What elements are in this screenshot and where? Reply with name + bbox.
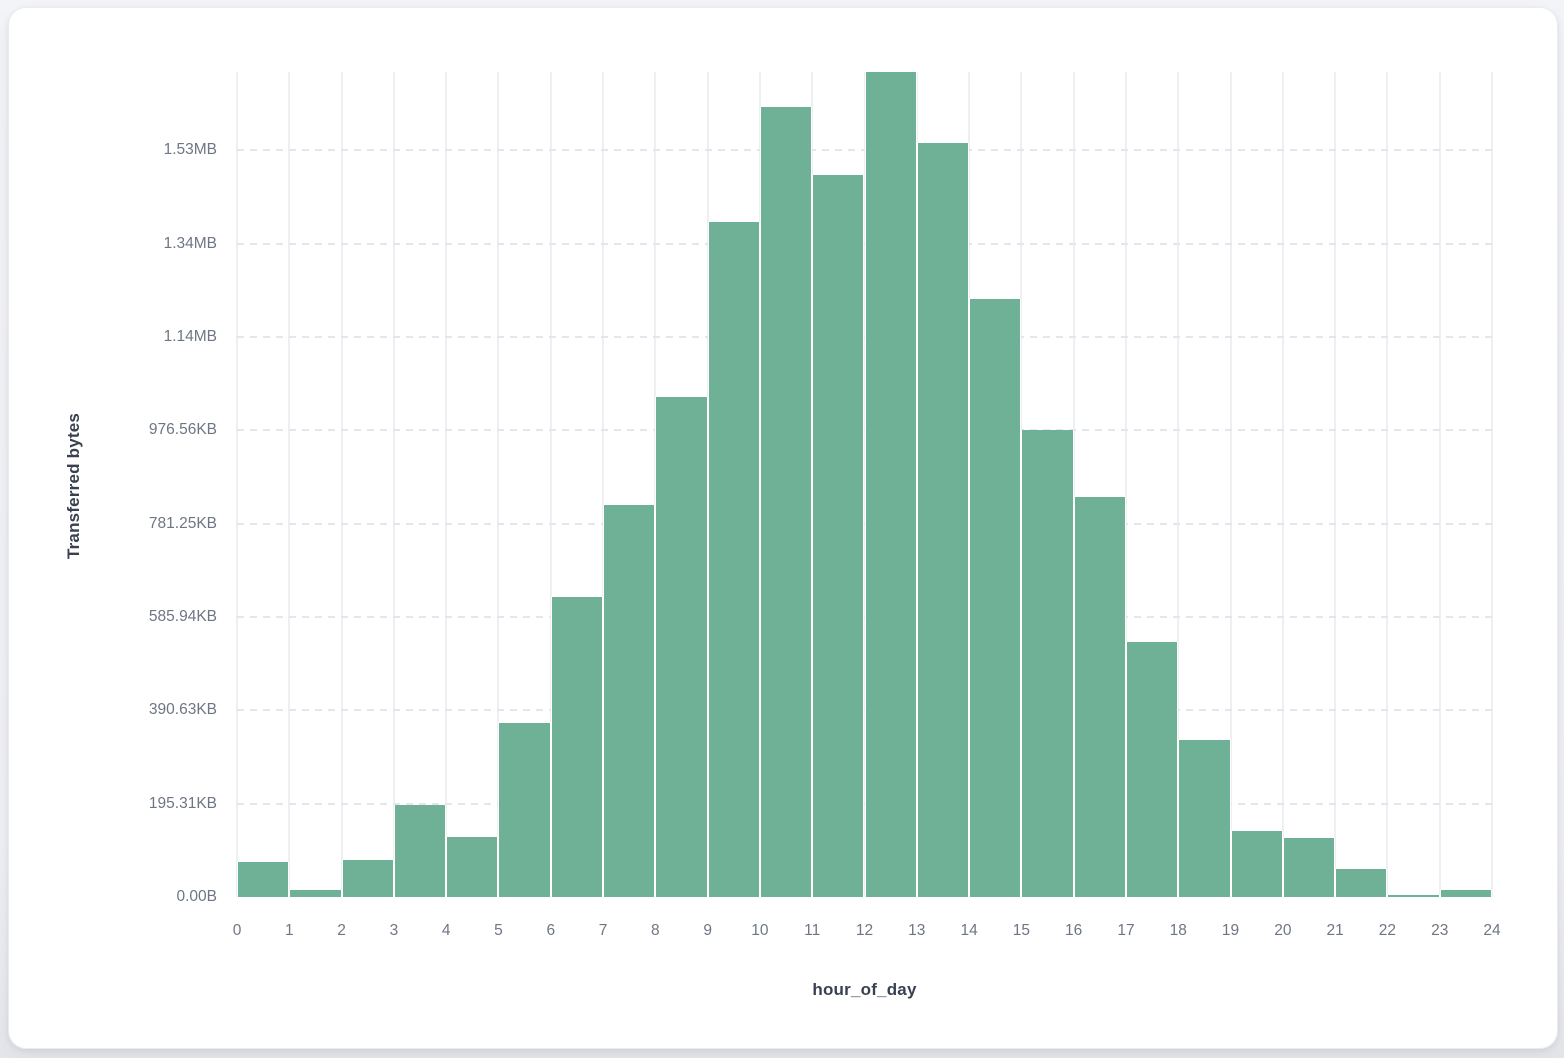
bar-hour-16[interactable] — [1073, 496, 1126, 897]
x-tick-label: 6 — [546, 922, 556, 939]
vertical-gridline — [1124, 72, 1127, 897]
vertical-gridline — [340, 72, 343, 897]
x-tick-label: 5 — [494, 922, 503, 939]
bar-hour-4[interactable] — [446, 837, 499, 897]
y-tick-label: 781.25KB — [148, 514, 217, 532]
vertical-gridline — [288, 72, 291, 897]
bar-hour-7[interactable] — [603, 505, 656, 897]
vertical-gridline — [1491, 72, 1493, 897]
bar-hour-21[interactable] — [1335, 869, 1388, 897]
y-tick-label: 1.14MB — [163, 328, 217, 346]
x-tick-label: 2 — [337, 922, 346, 939]
bar-hour-9[interactable] — [707, 222, 760, 897]
x-tick-label: 7 — [598, 922, 608, 939]
x-tick-label: 4 — [441, 922, 451, 939]
x-tick-label: 19 — [1221, 922, 1240, 939]
vertical-gridline — [1281, 72, 1284, 897]
bar-hour-18[interactable] — [1178, 739, 1231, 897]
x-tick-label: 12 — [855, 922, 874, 939]
y-tick-label: 390.63KB — [148, 701, 217, 719]
x-tick-label: 11 — [804, 922, 821, 939]
bar-hour-10[interactable] — [759, 106, 813, 897]
y-tick-label: 1.53MB — [163, 141, 217, 159]
vertical-gridline — [1386, 72, 1389, 897]
bar-hour-8[interactable] — [655, 397, 708, 897]
x-tick-label: 16 — [1065, 922, 1083, 939]
bar-hour-6[interactable] — [550, 597, 604, 897]
bar-hour-5[interactable] — [498, 723, 551, 897]
y-tick-label: 1.34MB — [163, 234, 217, 252]
x-tick-label: 3 — [389, 922, 399, 939]
y-tick-label: 195.31KB — [148, 794, 217, 812]
vertical-gridline — [602, 72, 605, 897]
y-tick-label: 585.94KB — [148, 608, 217, 626]
bar-hour-0[interactable] — [237, 862, 290, 897]
bar-hour-11[interactable] — [812, 174, 865, 897]
bar-hour-13[interactable] — [916, 142, 970, 897]
x-tick-label: 10 — [751, 922, 769, 939]
y-axis-title: Transferred bytes — [64, 412, 83, 560]
x-tick-label: 1 — [284, 922, 294, 939]
x-tick-label: 24 — [1483, 922, 1501, 939]
bar-hour-23[interactable] — [1439, 890, 1492, 897]
x-tick-label: 17 — [1117, 922, 1135, 939]
x-tick-label: 15 — [1012, 922, 1030, 939]
bar-hour-19[interactable] — [1230, 830, 1283, 897]
vertical-gridline — [236, 72, 238, 897]
vertical-gridline — [392, 72, 395, 897]
x-tick-label: 14 — [960, 922, 978, 939]
vertical-gridline — [1438, 72, 1441, 897]
bar-hour-2[interactable] — [341, 859, 394, 897]
bar-hour-12[interactable] — [864, 72, 917, 897]
bar-hour-15[interactable] — [1021, 430, 1074, 897]
vertical-gridline — [549, 72, 552, 897]
bar-hour-14[interactable] — [969, 298, 1022, 897]
bar-hour-22[interactable] — [1387, 894, 1440, 897]
chart-card: 0.00B 195.31KB 390.63KB 585.94KB 781.25KB 976… — [8, 7, 1558, 1049]
x-tick-label: 8 — [651, 922, 660, 939]
x-tick-label: 21 — [1326, 922, 1344, 939]
x-tick-label: 0 — [232, 922, 242, 939]
vertical-gridline — [1177, 72, 1180, 897]
x-axis-title: hour_of_day — [812, 980, 917, 999]
x-tick-label: 23 — [1431, 922, 1449, 939]
vertical-gridline — [1072, 72, 1075, 897]
x-tick-label: 22 — [1378, 922, 1397, 939]
bar-hour-20[interactable] — [1282, 837, 1336, 897]
bar-hour-3[interactable] — [393, 804, 447, 897]
vertical-gridline — [497, 72, 500, 897]
plot-area — [236, 72, 1493, 897]
x-tick-label: 18 — [1169, 922, 1187, 939]
y-tick-label: 976.56KB — [148, 421, 217, 439]
y-tick-label: 0.00B — [176, 888, 217, 905]
bar-hour-1[interactable] — [289, 889, 342, 897]
x-tick-label: 13 — [908, 922, 926, 939]
bar-hour-17[interactable] — [1125, 641, 1179, 897]
x-tick-label: 20 — [1274, 922, 1292, 939]
x-tick-label: 9 — [703, 922, 712, 939]
vertical-gridline — [1229, 72, 1232, 897]
vertical-gridline — [445, 72, 448, 897]
vertical-gridline — [1334, 72, 1337, 897]
